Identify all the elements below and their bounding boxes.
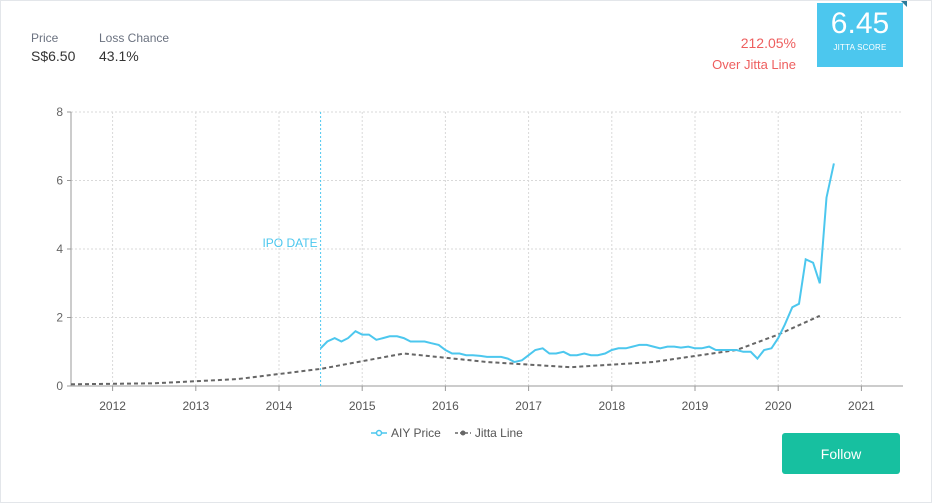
x-tick-label: 2018	[598, 399, 625, 413]
series-line-aiy-price	[319, 163, 835, 364]
chart-legend: AIY Price Jitta Line	[371, 426, 523, 440]
y-tick-label: 4	[56, 242, 63, 256]
price-stat: Price S$6.50	[31, 31, 75, 64]
legend-jitta-line-icon	[454, 430, 471, 436]
y-tick-label: 2	[56, 311, 63, 325]
over-jitta-percent: 212.05%	[740, 35, 796, 51]
x-tick-label: 2015	[349, 399, 376, 413]
y-tick-label: 6	[56, 174, 63, 188]
x-tick-label: 2012	[99, 399, 126, 413]
jitta-score-badge: 6.45 JITTA SCORE	[817, 3, 903, 67]
y-tick-label: 8	[56, 105, 63, 119]
x-tick-label: 2013	[182, 399, 209, 413]
legend-item-jitta[interactable]: Jitta Line	[454, 426, 523, 440]
x-tick-label: 2021	[848, 399, 875, 413]
x-tick-label: 2019	[682, 399, 709, 413]
legend-price-line-icon	[371, 429, 387, 437]
jitta-score-caption: JITTA SCORE	[833, 43, 887, 52]
legend-item-price[interactable]: AIY Price	[371, 426, 441, 440]
over-jitta-line: 212.05% Over Jitta Line	[712, 35, 796, 72]
x-tick-label: 2016	[432, 399, 459, 413]
x-tick-label: 2014	[266, 399, 293, 413]
over-jitta-label: Over Jitta Line	[712, 57, 796, 72]
x-tick-label: 2020	[765, 399, 792, 413]
loss-chance-stat: Loss Chance 43.1%	[99, 31, 169, 64]
chart-grid	[71, 111, 903, 386]
loss-chance-value: 43.1%	[99, 48, 139, 64]
loss-chance-label: Loss Chance	[99, 31, 170, 45]
legend-price-label: AIY Price	[391, 426, 441, 440]
price-label: Price	[31, 31, 59, 45]
y-tick-label: 0	[56, 379, 63, 393]
ipo-date-label: IPO DATE	[262, 236, 317, 250]
price-value: S$6.50	[31, 48, 76, 64]
corner-fold-icon	[901, 1, 907, 7]
chart-ticks: 0 2 4 6 8 2012 2013 2014 2015 2016 2017 2018 2019 202…	[56, 105, 875, 413]
follow-button[interactable]: Follow	[782, 433, 900, 474]
legend-jitta-label: Jitta Line	[474, 426, 523, 440]
chart-series	[70, 163, 835, 386]
x-tick-label: 2017	[515, 399, 542, 413]
chart-annotation: IPO DATE	[262, 112, 322, 386]
jitta-score-value: 6.45	[830, 7, 890, 40]
price-chart: 0 2 4 6 8 2012 2013 2014 2015 2016 2017 2018 2019 202…	[56, 105, 903, 413]
